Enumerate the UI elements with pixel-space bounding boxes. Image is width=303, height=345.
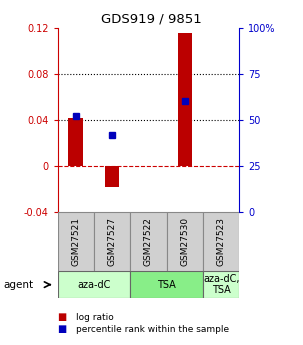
- Bar: [167, 212, 203, 271]
- Text: GSM27527: GSM27527: [108, 217, 117, 266]
- Text: aza-dC,
TSA: aza-dC, TSA: [203, 274, 239, 295]
- Bar: [130, 271, 203, 298]
- Text: TSA: TSA: [157, 280, 176, 289]
- Bar: [58, 212, 94, 271]
- Bar: [94, 212, 130, 271]
- Bar: [178, 33, 192, 166]
- Bar: [203, 212, 239, 271]
- Text: log ratio: log ratio: [76, 313, 114, 322]
- Text: aza-dC: aza-dC: [77, 280, 111, 289]
- Bar: [105, 166, 119, 187]
- Text: GDS919 / 9851: GDS919 / 9851: [101, 12, 202, 25]
- Text: ■: ■: [58, 313, 67, 322]
- Text: agent: agent: [3, 280, 33, 289]
- Text: GSM27522: GSM27522: [144, 217, 153, 266]
- Text: percentile rank within the sample: percentile rank within the sample: [76, 325, 229, 334]
- Bar: [68, 118, 83, 166]
- Bar: [130, 212, 167, 271]
- Bar: [203, 271, 239, 298]
- Bar: [58, 271, 130, 298]
- Text: GSM27523: GSM27523: [217, 217, 226, 266]
- Text: ■: ■: [58, 325, 67, 334]
- Text: GSM27521: GSM27521: [71, 217, 80, 266]
- Text: GSM27530: GSM27530: [180, 217, 189, 266]
